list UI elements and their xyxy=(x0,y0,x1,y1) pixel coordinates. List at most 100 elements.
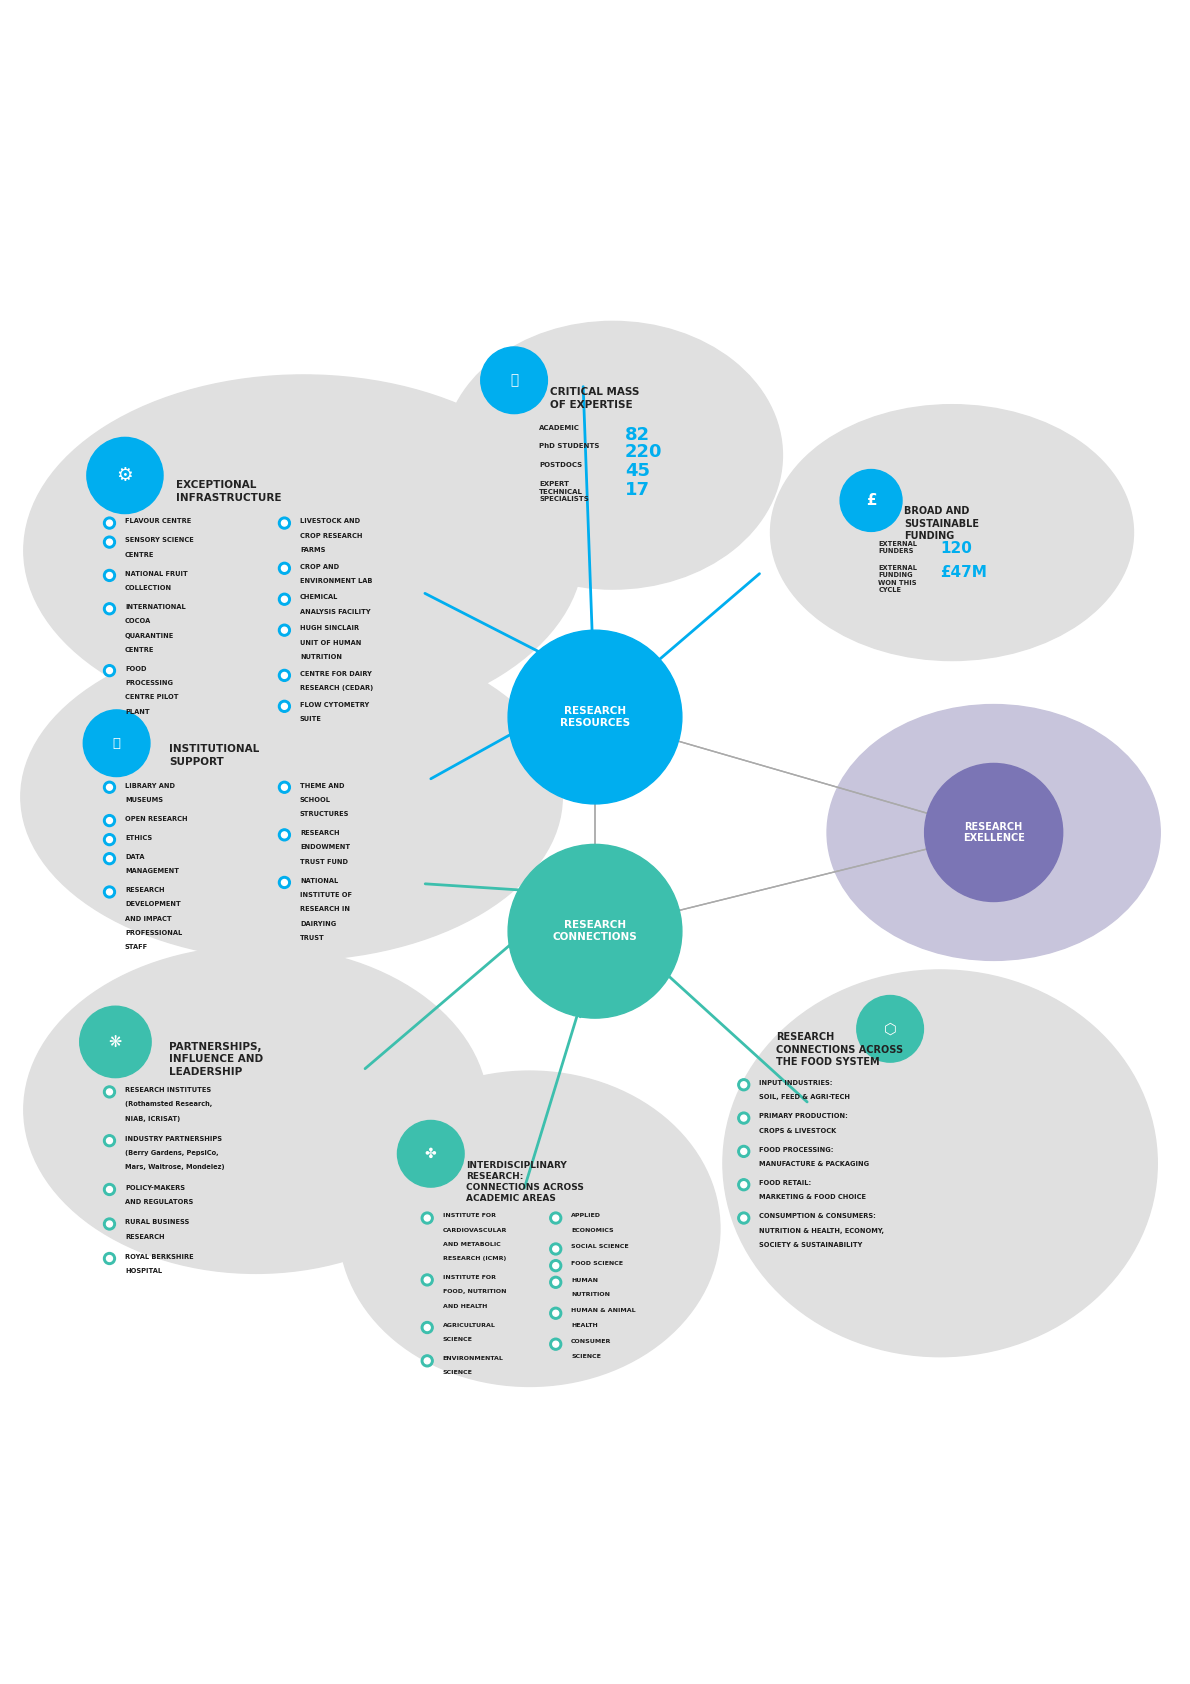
Circle shape xyxy=(550,1307,562,1319)
Circle shape xyxy=(740,1216,747,1221)
Text: RESEARCH
CONNECTIONS: RESEARCH CONNECTIONS xyxy=(552,921,638,941)
Circle shape xyxy=(481,347,547,414)
Circle shape xyxy=(104,1135,115,1147)
Text: 82: 82 xyxy=(625,426,650,443)
Circle shape xyxy=(278,593,290,605)
Circle shape xyxy=(740,1081,747,1088)
Text: 45: 45 xyxy=(625,463,650,480)
Circle shape xyxy=(104,852,115,864)
Ellipse shape xyxy=(724,970,1158,1357)
Circle shape xyxy=(840,470,902,532)
Text: EXCEPTIONAL
INFRASTRUCTURE: EXCEPTIONAL INFRASTRUCTURE xyxy=(176,480,282,502)
Text: INSTITUTE OF: INSTITUTE OF xyxy=(300,893,352,898)
Text: INDUSTRY PARTNERSHIPS: INDUSTRY PARTNERSHIPS xyxy=(125,1137,223,1142)
Text: RESEARCH INSTITUTES: RESEARCH INSTITUTES xyxy=(125,1088,211,1093)
Text: CRITICAL MASS
OF EXPERTISE: CRITICAL MASS OF EXPERTISE xyxy=(550,387,639,409)
Text: INSTITUTIONAL
SUPPORT: INSTITUTIONAL SUPPORT xyxy=(169,744,259,766)
Ellipse shape xyxy=(827,704,1160,960)
Ellipse shape xyxy=(24,376,583,726)
Circle shape xyxy=(552,1216,559,1221)
Text: ENVIRONMENT LAB: ENVIRONMENT LAB xyxy=(300,578,372,584)
Circle shape xyxy=(107,667,112,674)
Circle shape xyxy=(550,1212,562,1224)
Text: LIBRARY AND: LIBRARY AND xyxy=(125,783,175,788)
Circle shape xyxy=(424,1357,431,1364)
Text: THEME AND: THEME AND xyxy=(300,783,344,788)
Circle shape xyxy=(278,829,290,840)
Text: DATA: DATA xyxy=(125,854,144,861)
Text: EXPERT
TECHNICAL
SPECIALISTS: EXPERT TECHNICAL SPECIALISTS xyxy=(539,482,589,502)
Text: NIAB, ICRISAT): NIAB, ICRISAT) xyxy=(125,1116,180,1122)
Text: RESEARCH
RESOURCES: RESEARCH RESOURCES xyxy=(560,706,630,727)
Circle shape xyxy=(738,1212,750,1224)
Circle shape xyxy=(281,672,288,679)
Circle shape xyxy=(278,670,290,682)
Circle shape xyxy=(424,1276,431,1283)
Text: HUMAN & ANIMAL: HUMAN & ANIMAL xyxy=(571,1308,635,1314)
Ellipse shape xyxy=(444,322,783,589)
Text: CENTRE: CENTRE xyxy=(125,647,155,653)
Text: AND METABOLIC: AND METABOLIC xyxy=(443,1241,501,1246)
Text: £47M: £47M xyxy=(940,564,987,579)
Text: PRIMARY PRODUCTION:: PRIMARY PRODUCTION: xyxy=(759,1113,848,1120)
Text: COLLECTION: COLLECTION xyxy=(125,584,173,591)
Circle shape xyxy=(740,1115,747,1122)
Text: CARDIOVASCULAR: CARDIOVASCULAR xyxy=(443,1228,507,1233)
Text: FOOD SCIENCE: FOOD SCIENCE xyxy=(571,1261,624,1266)
Circle shape xyxy=(421,1275,433,1287)
Text: SUITE: SUITE xyxy=(300,716,321,722)
Circle shape xyxy=(421,1356,433,1367)
Text: PROCESSING: PROCESSING xyxy=(125,680,173,685)
Text: NUTRITION: NUTRITION xyxy=(571,1292,610,1297)
Text: RESEARCH IN: RESEARCH IN xyxy=(300,906,350,913)
Circle shape xyxy=(421,1322,433,1334)
Text: FOOD, NUTRITION: FOOD, NUTRITION xyxy=(443,1290,506,1295)
Circle shape xyxy=(104,781,115,793)
Circle shape xyxy=(107,837,112,842)
Text: INSTITUTE FOR: INSTITUTE FOR xyxy=(443,1212,496,1218)
Text: DEVELOPMENT: DEVELOPMENT xyxy=(125,901,181,908)
Text: RESEARCH (ICMR): RESEARCH (ICMR) xyxy=(443,1256,506,1261)
Circle shape xyxy=(104,1184,115,1196)
Circle shape xyxy=(550,1276,562,1288)
Text: PARTNERSHIPS,
INFLUENCE AND
LEADERSHIP: PARTNERSHIPS, INFLUENCE AND LEADERSHIP xyxy=(169,1042,263,1076)
Text: CONSUMER: CONSUMER xyxy=(571,1339,612,1344)
Text: STAFF: STAFF xyxy=(125,945,148,950)
Text: SCHOOL: SCHOOL xyxy=(300,797,331,803)
Circle shape xyxy=(107,606,112,611)
Circle shape xyxy=(281,626,288,633)
Text: FLAVOUR CENTRE: FLAVOUR CENTRE xyxy=(125,519,192,524)
Circle shape xyxy=(107,1221,112,1228)
Circle shape xyxy=(857,995,923,1063)
Circle shape xyxy=(107,573,112,578)
Text: STRUCTURES: STRUCTURES xyxy=(300,812,349,817)
Circle shape xyxy=(107,855,112,862)
Text: £: £ xyxy=(866,493,876,509)
Text: INSTITUTE FOR: INSTITUTE FOR xyxy=(443,1275,496,1280)
Circle shape xyxy=(738,1145,750,1157)
Text: POSTDOCS: POSTDOCS xyxy=(539,463,582,468)
Circle shape xyxy=(281,566,288,571)
Text: ROYAL BERKSHIRE: ROYAL BERKSHIRE xyxy=(125,1255,194,1260)
Circle shape xyxy=(104,1253,115,1265)
Text: FARMS: FARMS xyxy=(300,547,325,552)
Text: COCOA: COCOA xyxy=(125,618,151,625)
Circle shape xyxy=(83,711,150,776)
Text: OPEN RESEARCH: OPEN RESEARCH xyxy=(125,815,188,822)
Text: MANAGEMENT: MANAGEMENT xyxy=(125,869,178,874)
Text: RESEARCH
EXELLENCE: RESEARCH EXELLENCE xyxy=(963,822,1025,844)
Text: (Berry Gardens, PepsiCo,: (Berry Gardens, PepsiCo, xyxy=(125,1150,219,1157)
Circle shape xyxy=(738,1179,750,1191)
Circle shape xyxy=(104,665,115,677)
Circle shape xyxy=(107,785,112,790)
Circle shape xyxy=(107,539,112,546)
Text: SCIENCE: SCIENCE xyxy=(571,1354,601,1359)
Circle shape xyxy=(281,785,288,790)
Text: ⬡: ⬡ xyxy=(884,1021,896,1036)
Circle shape xyxy=(552,1246,559,1251)
Circle shape xyxy=(104,603,115,615)
Text: SCIENCE: SCIENCE xyxy=(443,1371,472,1376)
Text: NUTRITION & HEALTH, ECONOMY,: NUTRITION & HEALTH, ECONOMY, xyxy=(759,1228,884,1234)
Text: EXTERNAL
FUNDING
WON THIS
CYCLE: EXTERNAL FUNDING WON THIS CYCLE xyxy=(878,564,917,593)
Circle shape xyxy=(550,1243,562,1255)
